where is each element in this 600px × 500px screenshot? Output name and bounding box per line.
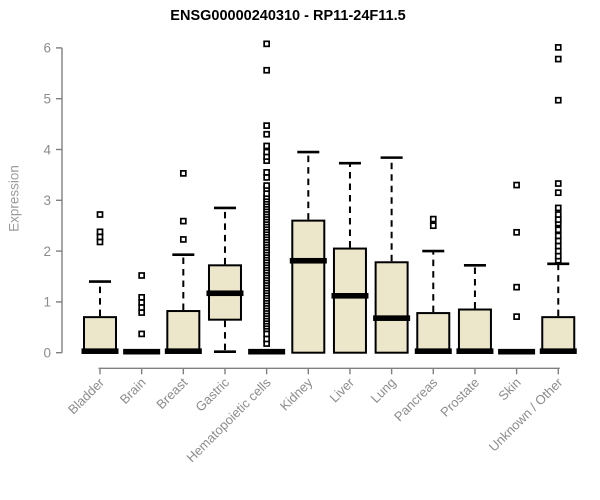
outlier-point [429,222,437,230]
box-hematopoietic-cells [248,40,286,355]
median-line [123,348,161,355]
median-line [289,257,327,264]
outlier-point [96,211,104,218]
outlier-point [554,232,562,240]
x-tick-label: Bladder [65,374,108,417]
outlier-point [554,180,562,187]
outlier-point [138,330,146,338]
y-tick-label: 5 [43,92,51,107]
median-line [373,315,411,321]
box-pancreas [414,215,452,354]
outlier-point [554,44,562,51]
outlier-point [263,66,270,74]
outlier-point [96,228,104,236]
outlier-point [513,228,520,236]
box-bladder [81,211,119,354]
outlier-point [263,40,270,48]
outlier-point [513,283,520,291]
box-skin [498,181,536,355]
x-tick-label: Prostate [437,375,482,420]
y-tick-label: 1 [43,295,51,310]
y-tick-label: 2 [43,244,51,259]
box-body [541,316,576,354]
x-tick-label: Gastric [192,374,232,414]
box-body [332,247,367,354]
outlier-point [179,217,187,225]
outlier-point [554,189,562,197]
median-line [206,290,244,297]
y-tick-label: 0 [43,346,51,361]
y-tick-label: 3 [43,193,51,208]
outlier-point [263,122,270,129]
box-kidney [289,150,327,354]
median-line [81,348,119,354]
box-body [291,219,326,354]
x-tick-label: Liver [327,374,358,405]
box-gastric [206,206,244,353]
box-unknown-other [539,44,577,354]
outlier-point [554,211,562,218]
median-line [164,348,202,354]
box-body [416,312,451,354]
y-tick-label: 4 [43,142,51,157]
x-tick-label: Skin [495,375,523,403]
median-line [331,293,369,299]
outlier-point [138,293,146,301]
outlier-point [138,272,146,279]
box-body [83,316,117,354]
x-tick-label: Unknown / Other [486,374,566,454]
box-lung [373,156,411,354]
y-tick-label: 6 [43,41,51,56]
outlier-point [263,148,270,156]
x-tick-label: Kidney [277,374,316,413]
outlier-point [554,226,562,234]
median-line [539,348,577,354]
box-breast [164,170,202,354]
outlier-point [513,181,520,189]
box-liver [331,161,369,354]
median-line [248,348,286,355]
chart-title: ENSG00000240310 - RP11-24F11.5 [170,8,406,24]
outlier-point [263,142,270,150]
x-tick-label: Brain [117,375,149,407]
box-prostate [456,264,494,354]
outlier-point [263,169,270,176]
box-body [457,308,492,354]
outlier-point [263,182,270,189]
box-brain [123,272,161,355]
outlier-point [263,130,270,138]
box-body [166,310,201,354]
box-body [374,261,409,354]
x-tick-label: Pancreas [391,374,441,424]
median-line [498,348,536,355]
outlier-point [554,55,562,63]
outlier-point [513,313,520,320]
outlier-point [179,236,187,243]
outlier-point [554,204,562,212]
outlier-point [179,170,187,177]
median-line [456,348,494,354]
median-line [414,348,452,354]
x-tick-label: Breast [153,375,190,412]
outlier-point [554,96,562,104]
outlier-point [429,215,437,223]
x-tick-label: Lung [368,375,399,406]
